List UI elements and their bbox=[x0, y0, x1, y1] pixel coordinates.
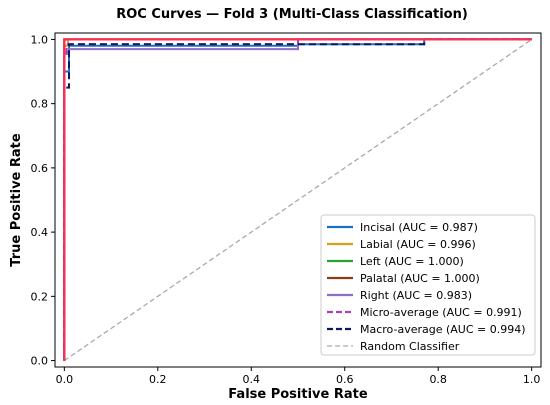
y-tick-label: 1.0 bbox=[31, 33, 49, 46]
legend-label: Macro-average (AUC = 0.994) bbox=[360, 323, 526, 336]
series-line-overlay bbox=[63, 38, 532, 361]
legend-label: Labial (AUC = 0.996) bbox=[360, 238, 476, 251]
x-axis-ticks: 0.0 0.2 0.4 0.6 0.8 1.0 bbox=[56, 367, 541, 386]
legend-label: Micro-average (AUC = 0.991) bbox=[360, 306, 522, 319]
y-axis-label: True Positive Rate bbox=[9, 133, 24, 267]
legend-label: Right (AUC = 0.983) bbox=[360, 289, 472, 302]
x-tick-label: 1.0 bbox=[523, 373, 541, 386]
legend-label: Palatal (AUC = 1.000) bbox=[360, 272, 480, 285]
legend-box bbox=[320, 214, 536, 356]
x-tick-label: 0.4 bbox=[243, 373, 261, 386]
x-tick-label: 0.2 bbox=[149, 373, 167, 386]
y-tick-label: 0.0 bbox=[31, 355, 49, 368]
x-tick-label: 0.0 bbox=[56, 373, 74, 386]
y-axis-ticks: 0.0 0.2 0.4 0.6 0.8 1.0 bbox=[31, 33, 55, 368]
series-line-random bbox=[63, 38, 533, 362]
legend-label: Incisal (AUC = 0.987) bbox=[360, 221, 478, 234]
y-tick-label: 0.4 bbox=[31, 226, 49, 239]
x-tick-label: 0.6 bbox=[336, 373, 354, 386]
x-tick-label: 0.8 bbox=[429, 373, 447, 386]
series-line-macro-average bbox=[63, 38, 532, 361]
legend-label: Left (AUC = 1.000) bbox=[360, 255, 464, 268]
legend-label: Random Classifier bbox=[360, 340, 460, 353]
chart-title: ROC Curves — Fold 3 (Multi-Class Classif… bbox=[116, 7, 468, 22]
legend: Incisal (AUC = 0.987) Labial (AUC = 0.996… bbox=[320, 214, 536, 356]
x-axis-label: False Positive Rate bbox=[228, 387, 368, 402]
series-layer bbox=[63, 38, 533, 362]
y-tick-label: 0.8 bbox=[31, 98, 49, 111]
y-tick-label: 0.2 bbox=[31, 290, 49, 303]
legend-items: Incisal (AUC = 0.987) Labial (AUC = 0.996… bbox=[327, 221, 526, 353]
plot-area bbox=[54, 32, 542, 368]
y-tick-label: 0.6 bbox=[31, 162, 49, 175]
